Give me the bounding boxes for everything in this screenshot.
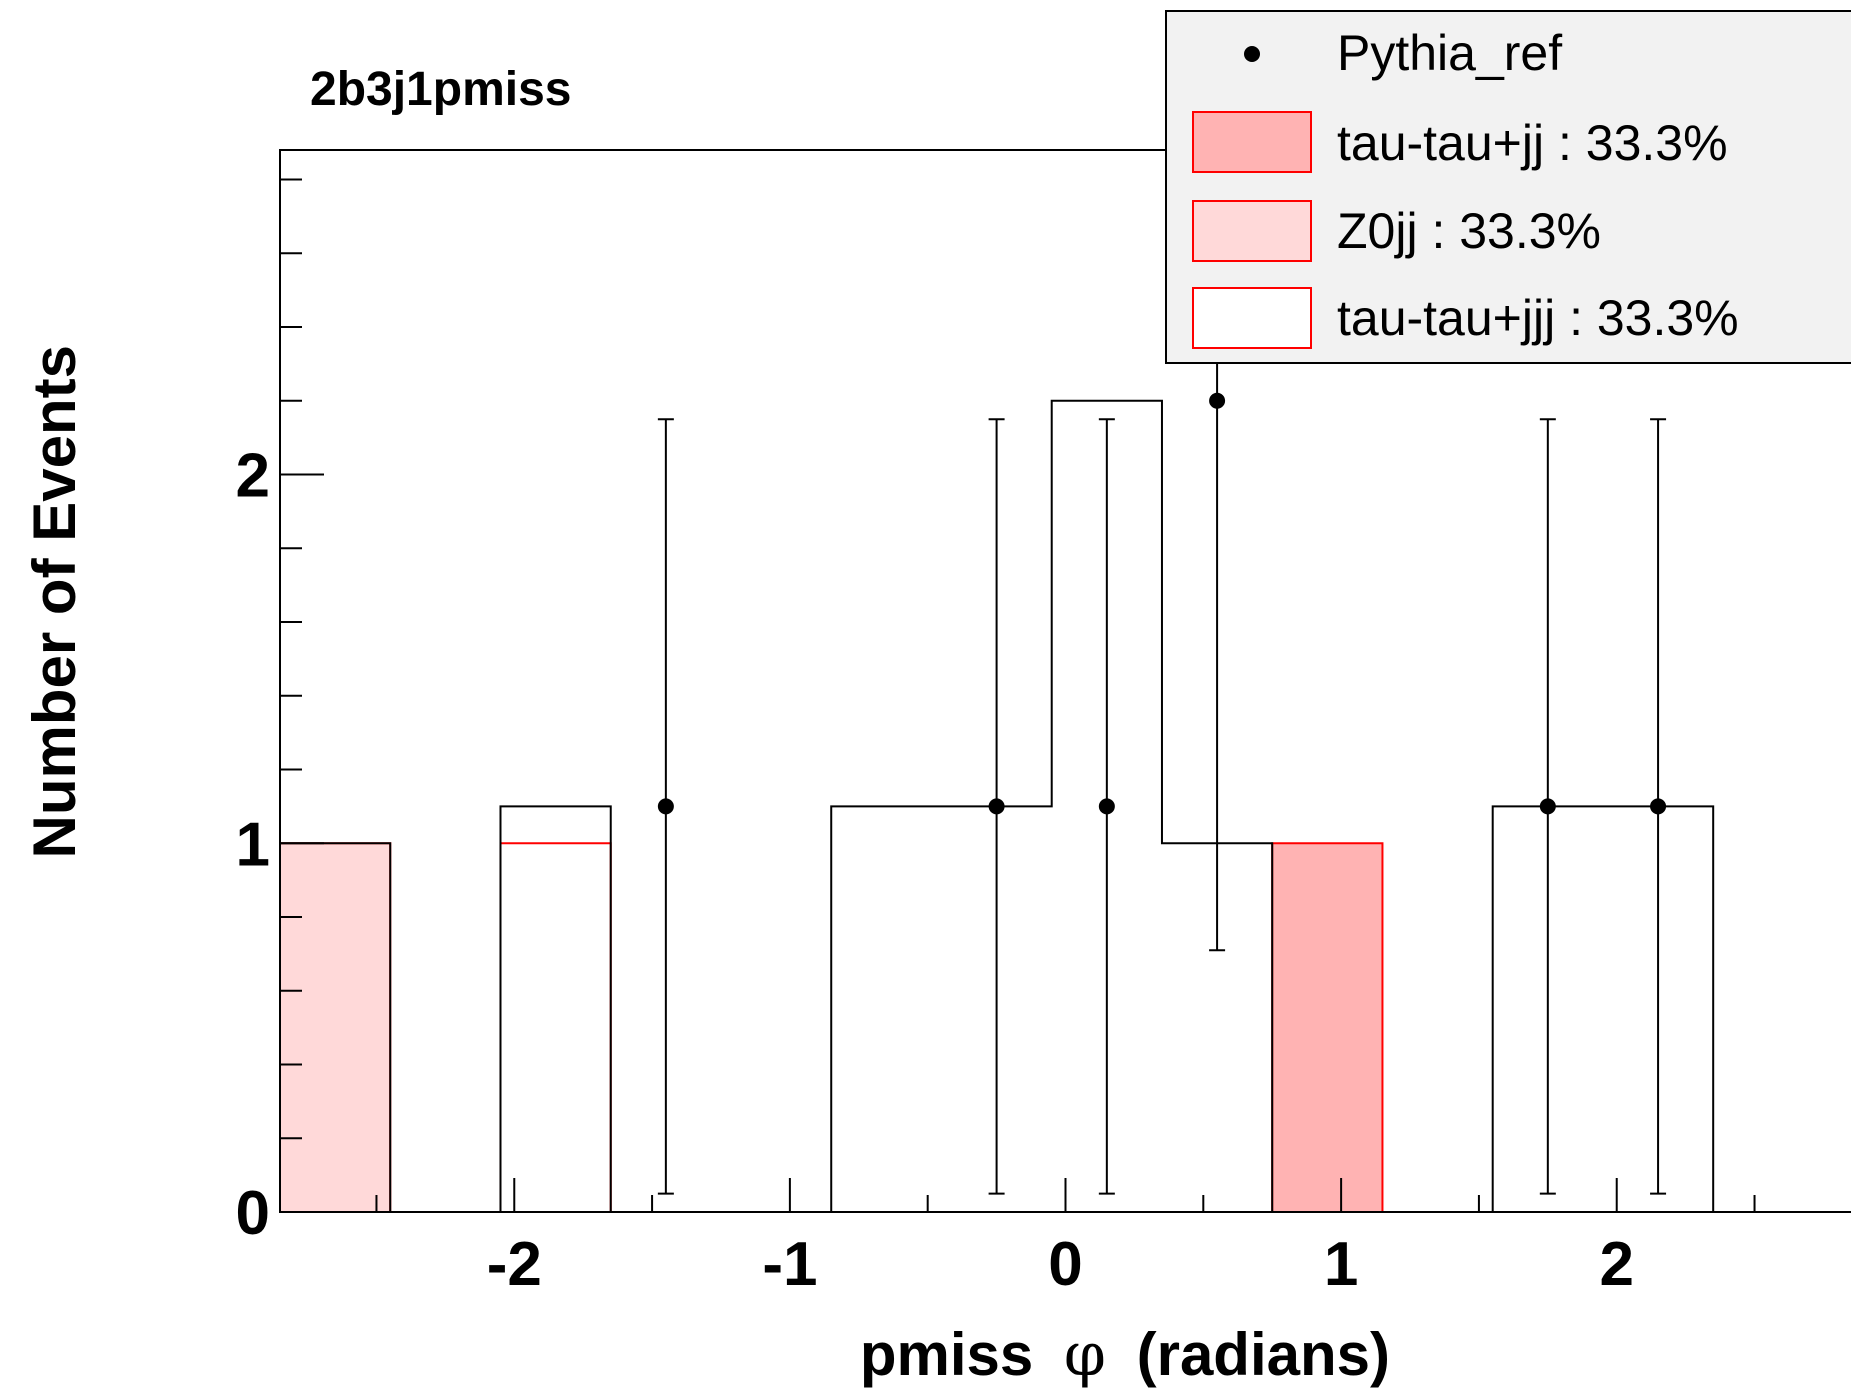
legend-label-z0jj: Z0jj : 33.3% — [1337, 203, 1601, 259]
x-axis-title: pmiss φ (radians) — [860, 1320, 1390, 1390]
legend-swatch-tau-tau-jj — [1192, 111, 1312, 173]
ref-point-0 — [657, 798, 674, 815]
y-tick-label-0: 0 — [236, 1179, 270, 1248]
y-tick-label-1: 1 — [236, 810, 270, 879]
x-axis-title-phi: φ — [1064, 1320, 1106, 1390]
x-axis-title-post: (radians) — [1137, 1321, 1390, 1388]
x-tick-label-2: 0 — [1048, 1230, 1082, 1299]
legend-swatch-z0jj — [1192, 200, 1312, 262]
ref-point-3 — [1209, 392, 1226, 409]
plot-area — [280, 150, 1851, 1212]
x-tick-label-3: 1 — [1324, 1230, 1358, 1299]
ref-point-4 — [1539, 798, 1556, 815]
mc-total-outline — [280, 399, 1824, 1212]
x-axis-title-pre: pmiss — [860, 1321, 1033, 1388]
y-tick-label-2: 2 — [236, 442, 270, 511]
ref-point-2 — [1098, 798, 1115, 815]
ref-point-5 — [1650, 798, 1667, 815]
ref-point-1 — [988, 798, 1005, 815]
legend-swatch-tau-tau-jjj — [1192, 287, 1312, 349]
chart-title: 2b3j1pmiss — [310, 63, 571, 116]
legend-label-tau-tau-jj: tau-tau+jj : 33.3% — [1337, 115, 1728, 171]
bar-tau-tau-jjj-2 — [499, 842, 612, 1212]
axes: -2 -1 0 1 2 0 1 2 — [236, 149, 1851, 1299]
bar-tau-tau-jj-9 — [1271, 842, 1384, 1212]
bar-z0jj-0 — [280, 842, 392, 1212]
x-tick-label-0: -2 — [487, 1230, 542, 1299]
legend: Pythia_ref tau-tau+jj : 33.3% Z0jj : 33.… — [1165, 10, 1851, 364]
y-axis-title: Number of Events — [21, 345, 88, 858]
x-tick-label-4: 2 — [1599, 1230, 1633, 1299]
legend-label-tau-tau-jjj: tau-tau+jjj : 33.3% — [1337, 290, 1739, 346]
legend-label-pythia-ref: Pythia_ref — [1337, 25, 1562, 81]
x-tick-label-1: -1 — [762, 1230, 817, 1299]
legend-marker-pythia-ref — [1244, 46, 1260, 62]
